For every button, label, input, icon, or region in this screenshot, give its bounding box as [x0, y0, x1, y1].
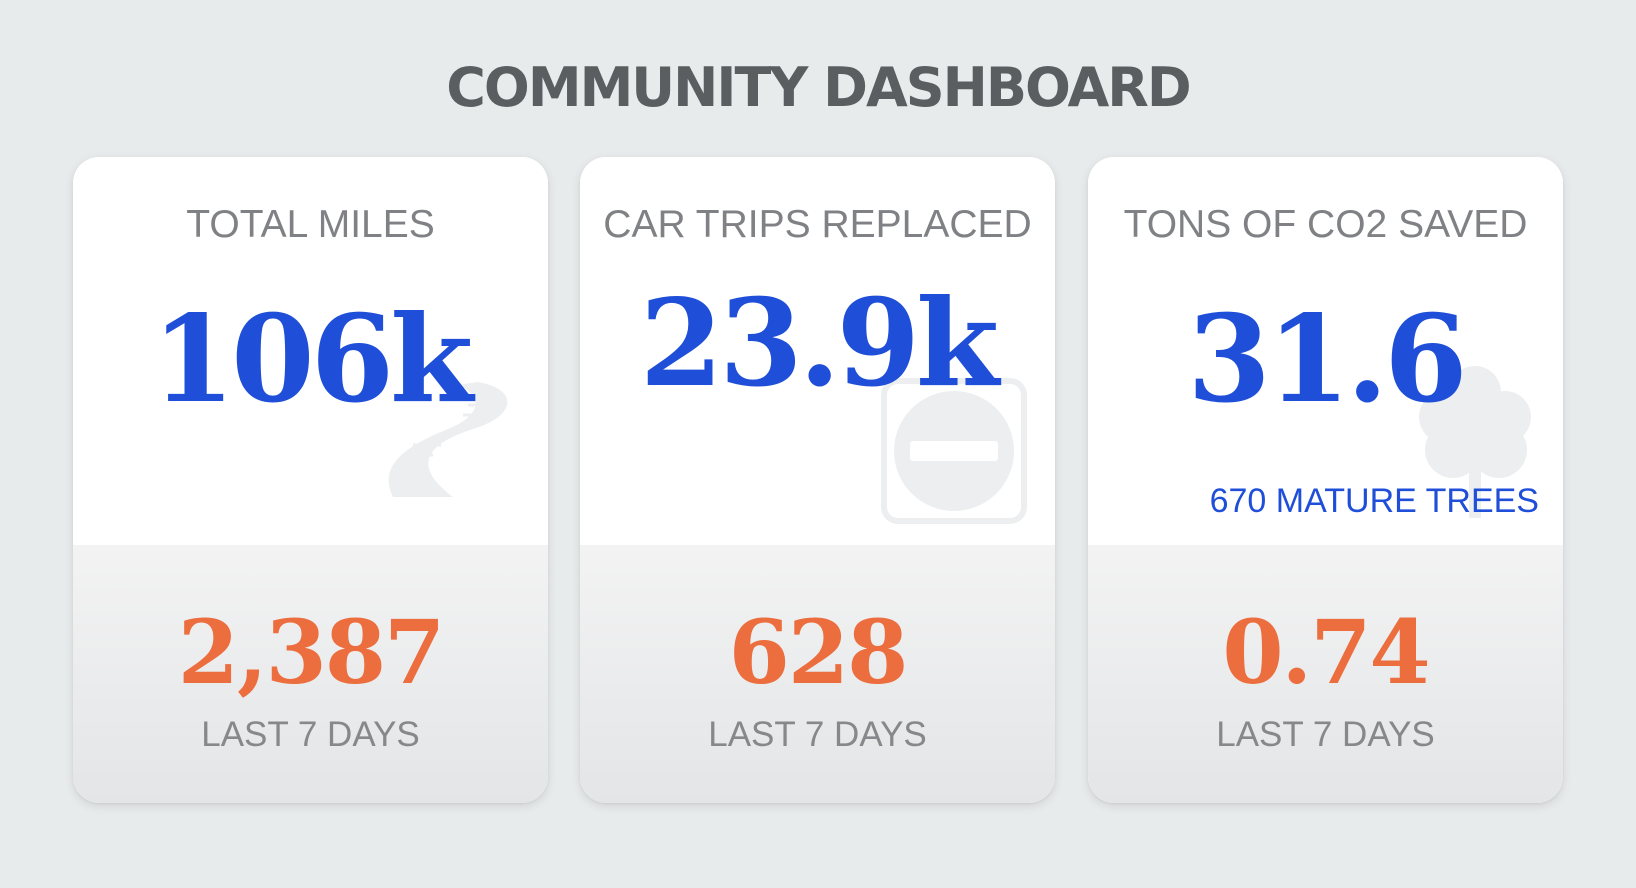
car-trips-replaced-value: 23.9k	[639, 273, 999, 414]
no-entry-icon	[881, 378, 1027, 524]
tree-icon	[1419, 366, 1531, 518]
car-trips-week-value: 628	[728, 600, 909, 704]
co2-saved-value: 31.6	[1187, 289, 1467, 430]
card-top-section	[73, 157, 548, 545]
card-top-section	[1088, 157, 1563, 545]
dashboard-title: COMMUNITY DASHBOARD	[446, 56, 1191, 119]
card-bottom-section	[73, 545, 548, 803]
week-label: LAST 7 DAYS	[201, 715, 420, 754]
card-label: CAR TRIPS REPLACED	[603, 203, 1032, 246]
total-miles-week-value: 2,387	[177, 600, 446, 704]
card-label: TOTAL MILES	[186, 203, 435, 246]
card-bottom-section	[580, 545, 1055, 803]
total-miles-card: TOTAL MILES 106k 2,387 LAST 7 DAYS	[73, 157, 548, 803]
co2-saved-week-value: 0.74	[1222, 600, 1430, 704]
week-label: LAST 7 DAYS	[1216, 715, 1435, 754]
card-label: TONS OF CO2 SAVED	[1123, 203, 1528, 246]
card-bottom-section	[1088, 545, 1563, 803]
road-icon	[388, 382, 508, 497]
car-trips-replaced-card: CAR TRIPS REPLACED 23.9k 628 LAST 7 DAYS	[580, 157, 1055, 803]
total-miles-value: 106k	[151, 289, 474, 430]
mature-trees-note: 670 MATURE TREES	[1209, 482, 1539, 520]
co2-saved-card: TONS OF CO2 SAVED 31.6 670 MATURE TREES …	[1088, 157, 1563, 803]
week-label: LAST 7 DAYS	[708, 715, 927, 754]
